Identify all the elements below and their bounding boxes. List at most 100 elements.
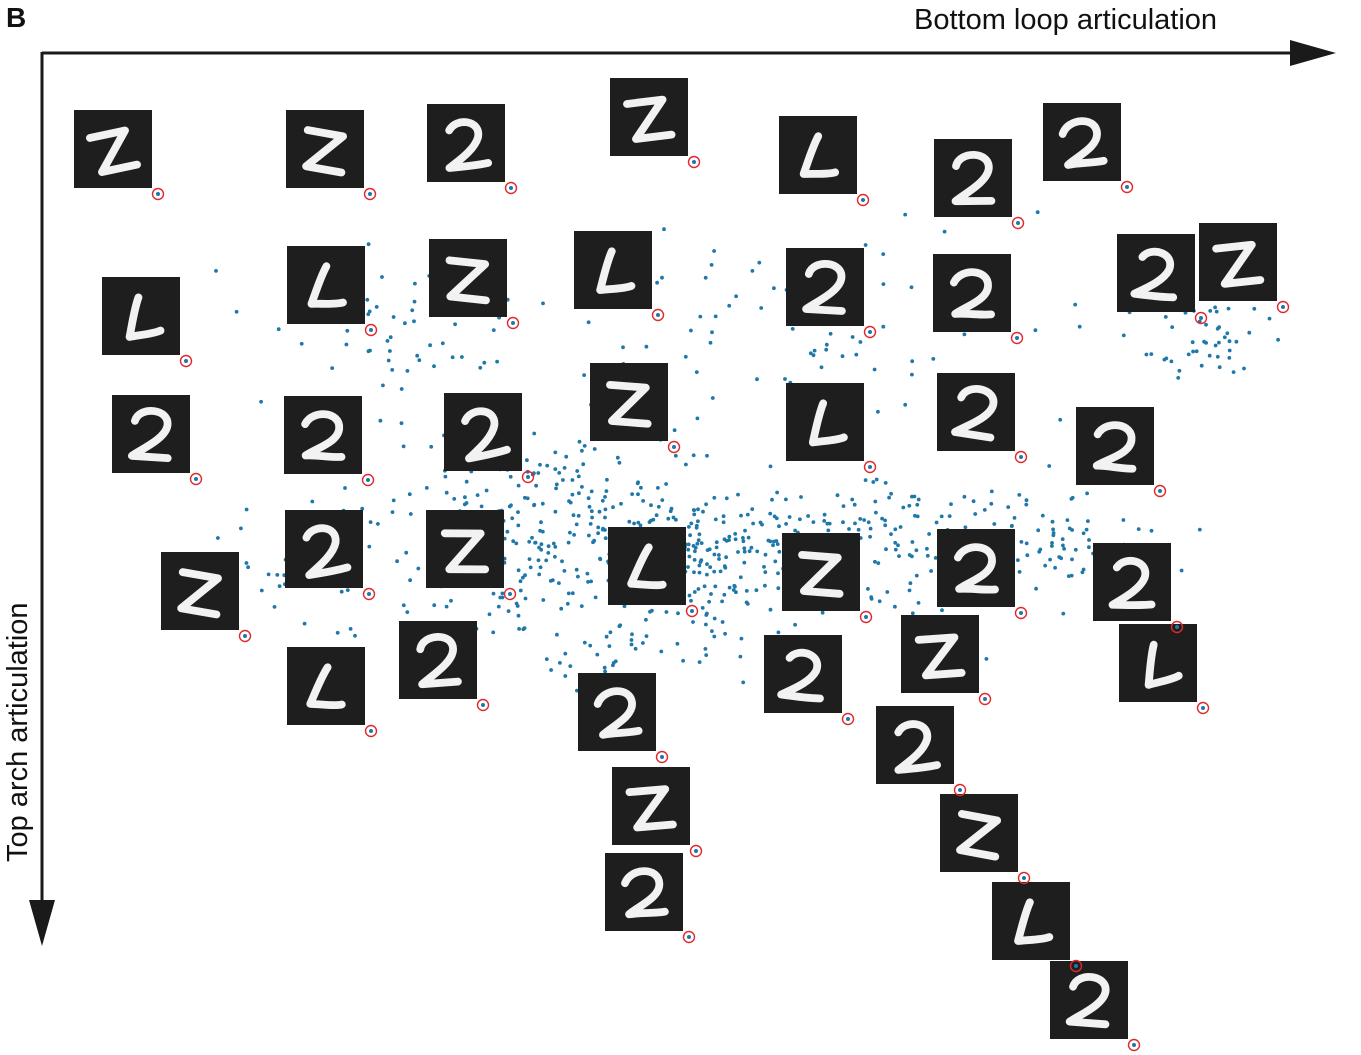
embedding-point — [868, 534, 872, 539]
embedding-point — [710, 396, 715, 400]
digit-thumbnail — [444, 393, 522, 471]
embedding-point — [709, 263, 714, 267]
embedding-point — [701, 509, 705, 514]
embedding-point — [872, 367, 877, 372]
embedding-point — [1204, 322, 1208, 327]
embedding-point — [742, 546, 747, 551]
embedding-point — [720, 599, 724, 604]
embedding-point — [705, 572, 709, 577]
embedding-point — [940, 608, 944, 613]
embedding-point — [692, 570, 696, 575]
embedding-point — [704, 502, 708, 507]
embedding-point — [826, 528, 831, 533]
embedding-point — [491, 630, 496, 635]
embedding-point — [668, 509, 673, 514]
embedding-point — [1190, 340, 1195, 345]
embedding-point — [527, 557, 532, 561]
digit-thumbnail — [605, 853, 683, 931]
embedding-point — [521, 627, 526, 632]
digit-thumbnail — [934, 139, 1012, 217]
embedding-point — [820, 610, 825, 615]
embedding-point — [1247, 330, 1252, 335]
embedding-point — [1066, 574, 1071, 578]
embedding-point — [259, 588, 264, 593]
digit-thumbnail — [287, 647, 365, 725]
embedding-point — [603, 515, 607, 520]
embedding-point — [1036, 528, 1041, 533]
sample-marker — [655, 750, 669, 764]
embedding-point — [1213, 305, 1217, 310]
embedding-point — [704, 653, 709, 657]
embedding-point — [686, 565, 690, 569]
embedding-point — [603, 536, 608, 541]
embedding-point — [883, 518, 887, 523]
embedding-point — [907, 588, 912, 593]
embedding-point — [897, 554, 901, 558]
embedding-point — [603, 507, 608, 512]
embedding-point — [366, 312, 371, 317]
embedding-point — [686, 542, 691, 547]
embedding-point — [539, 520, 543, 525]
sample-marker — [841, 712, 855, 726]
embedding-point — [893, 547, 898, 552]
embedding-point — [671, 515, 676, 520]
embedding-point — [541, 301, 545, 306]
embedding-point — [505, 529, 510, 534]
axes — [29, 40, 1336, 946]
sample-marker — [521, 470, 535, 484]
embedding-point — [893, 604, 897, 609]
embedding-point — [717, 557, 721, 561]
embedding-point — [500, 591, 505, 596]
embedding-point — [401, 603, 406, 608]
digit-thumbnail — [574, 231, 652, 309]
embedding-point — [910, 540, 915, 544]
embedding-point — [689, 521, 694, 526]
embedding-point — [1227, 339, 1232, 344]
embedding-point — [712, 616, 717, 621]
embedding-point — [873, 559, 877, 564]
embedding-point — [464, 479, 469, 484]
embedding-point — [746, 535, 751, 540]
sample-marker — [863, 460, 877, 474]
embedding-point — [536, 471, 541, 475]
embedding-point — [491, 328, 496, 332]
embedding-point — [655, 280, 659, 285]
embedding-point — [745, 602, 750, 606]
embedding-point — [498, 595, 503, 600]
embedding-point — [345, 328, 350, 333]
embedding-point — [811, 520, 816, 524]
embedding-point — [604, 489, 609, 493]
embedding-point — [587, 533, 591, 538]
embedding-point — [939, 514, 944, 519]
embedding-point — [1208, 309, 1213, 313]
embedding-point — [947, 514, 952, 518]
embedding-point — [1025, 553, 1030, 558]
embedding-point — [399, 387, 404, 391]
embedding-point — [881, 252, 886, 256]
embedding-point — [992, 522, 997, 526]
embedding-point — [553, 450, 558, 455]
embedding-point — [880, 516, 884, 521]
embedding-point — [963, 525, 968, 530]
embedding-point — [1047, 464, 1052, 468]
embedding-point — [824, 347, 829, 352]
embedding-point — [1061, 543, 1065, 548]
embedding-point — [840, 354, 845, 359]
embedding-point — [244, 561, 249, 565]
digit-thumbnail — [399, 621, 477, 699]
embedding-point — [713, 314, 718, 319]
embedding-point — [841, 520, 845, 525]
embedding-point — [694, 370, 699, 374]
embedding-point — [775, 542, 780, 546]
embedding-point — [777, 549, 782, 554]
embedding-point — [697, 563, 702, 568]
digit-thumbnail — [610, 78, 688, 156]
sample-marker — [179, 354, 193, 368]
embedding-point — [1084, 527, 1089, 532]
embedding-point — [910, 372, 914, 377]
embedding-point — [428, 343, 432, 348]
embedding-point — [656, 486, 660, 490]
digit-thumbnail — [608, 527, 686, 605]
embedding-point — [808, 351, 813, 356]
embedding-point — [644, 634, 649, 638]
